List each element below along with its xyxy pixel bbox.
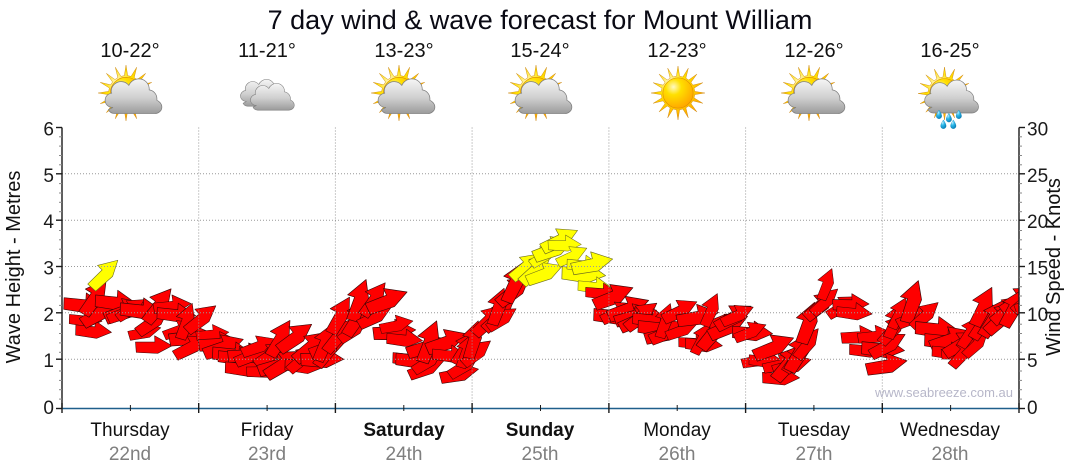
svg-text:5: 5 <box>1027 351 1038 372</box>
svg-text:4: 4 <box>43 212 54 233</box>
svg-text:5: 5 <box>43 166 54 187</box>
svg-text:30: 30 <box>1027 120 1048 141</box>
svg-text:www.seabreeze.com.au: www.seabreeze.com.au <box>874 385 1013 400</box>
svg-text:0: 0 <box>1027 398 1038 419</box>
svg-text:6: 6 <box>43 120 54 141</box>
svg-text:2: 2 <box>43 305 54 326</box>
svg-text:1: 1 <box>43 351 54 372</box>
svg-text:Wind Speed - Knots: Wind Speed - Knots <box>1043 178 1065 356</box>
svg-text:0: 0 <box>43 398 54 419</box>
svg-text:3: 3 <box>43 259 54 280</box>
svg-text:Wave Height - Metres: Wave Height - Metres <box>3 171 25 364</box>
